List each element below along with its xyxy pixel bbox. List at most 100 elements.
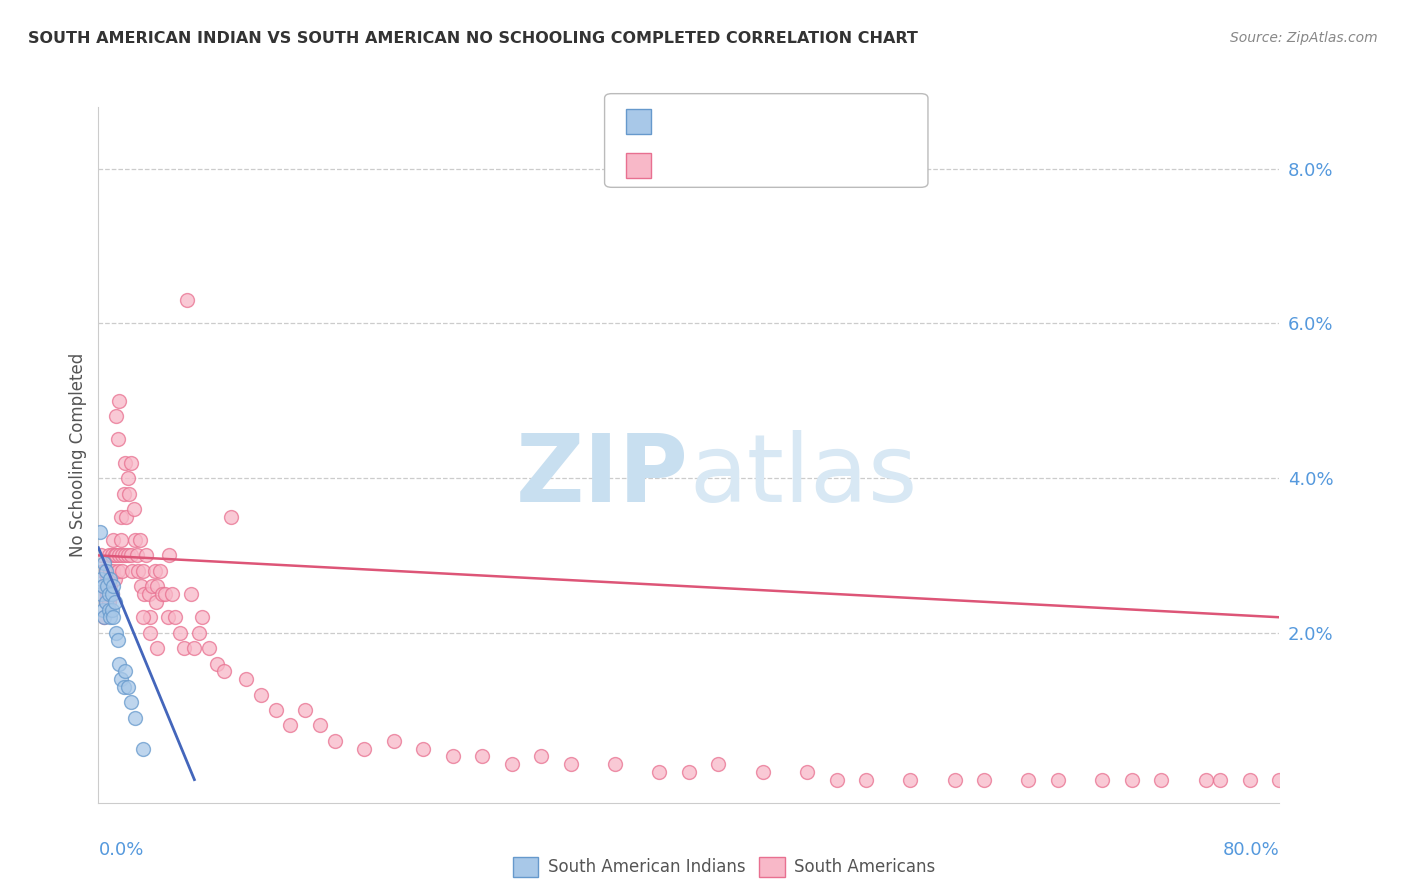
Point bbox=[212, 665, 235, 679]
Point bbox=[796, 764, 818, 779]
Point bbox=[108, 549, 131, 563]
Point bbox=[146, 641, 169, 656]
Point bbox=[1150, 772, 1173, 787]
Point bbox=[108, 393, 131, 408]
Point bbox=[100, 587, 122, 601]
Point bbox=[121, 564, 143, 578]
Point bbox=[107, 564, 129, 578]
Point bbox=[104, 572, 127, 586]
Point bbox=[138, 587, 160, 601]
Point bbox=[93, 556, 115, 570]
Point bbox=[107, 633, 129, 648]
Point bbox=[153, 587, 176, 601]
Point bbox=[146, 579, 169, 593]
Point bbox=[648, 764, 671, 779]
Point bbox=[855, 772, 877, 787]
Text: South Americans: South Americans bbox=[794, 858, 935, 876]
Point bbox=[94, 595, 117, 609]
Point bbox=[169, 625, 191, 640]
Point bbox=[105, 409, 128, 424]
Point bbox=[129, 579, 152, 593]
Point bbox=[91, 602, 114, 616]
Text: ZIP: ZIP bbox=[516, 430, 689, 522]
Point bbox=[91, 564, 114, 578]
Point bbox=[93, 579, 115, 593]
Point bbox=[353, 741, 375, 756]
Point bbox=[117, 549, 139, 563]
Point bbox=[98, 572, 121, 586]
Point bbox=[110, 672, 132, 686]
Point bbox=[97, 595, 120, 609]
Point bbox=[1195, 772, 1218, 787]
Point bbox=[471, 749, 494, 764]
Point bbox=[120, 456, 142, 470]
Point bbox=[104, 549, 127, 563]
Point bbox=[111, 549, 134, 563]
Point bbox=[1209, 772, 1232, 787]
Point bbox=[198, 641, 221, 656]
Point bbox=[973, 772, 995, 787]
Point bbox=[157, 549, 180, 563]
Point bbox=[103, 579, 125, 593]
Point bbox=[132, 741, 155, 756]
Point bbox=[107, 433, 129, 447]
Point bbox=[150, 587, 173, 601]
Point bbox=[149, 564, 172, 578]
Point bbox=[141, 579, 163, 593]
Point bbox=[678, 764, 700, 779]
Point bbox=[93, 610, 115, 624]
Point bbox=[134, 587, 156, 601]
Point bbox=[205, 657, 228, 671]
Point bbox=[280, 718, 302, 732]
Point bbox=[382, 734, 405, 748]
Point bbox=[90, 572, 112, 586]
Point bbox=[323, 734, 346, 748]
Point bbox=[103, 610, 125, 624]
Point bbox=[825, 772, 848, 787]
Point bbox=[120, 695, 142, 709]
Point bbox=[173, 641, 195, 656]
Point bbox=[114, 665, 136, 679]
Point bbox=[294, 703, 316, 717]
Point bbox=[412, 741, 434, 756]
Point bbox=[176, 293, 198, 308]
Point bbox=[264, 703, 287, 717]
Text: SOUTH AMERICAN INDIAN VS SOUTH AMERICAN NO SCHOOLING COMPLETED CORRELATION CHART: SOUTH AMERICAN INDIAN VS SOUTH AMERICAN … bbox=[28, 31, 918, 46]
Point bbox=[530, 749, 553, 764]
Point bbox=[97, 587, 120, 601]
Point bbox=[110, 533, 132, 547]
Point bbox=[145, 595, 167, 609]
Text: Source: ZipAtlas.com: Source: ZipAtlas.com bbox=[1230, 31, 1378, 45]
Point bbox=[94, 564, 117, 578]
Point bbox=[105, 549, 128, 563]
Point bbox=[118, 486, 141, 500]
Point bbox=[752, 764, 775, 779]
Point bbox=[139, 625, 162, 640]
Point bbox=[117, 680, 139, 694]
Point bbox=[139, 610, 162, 624]
Point bbox=[112, 486, 135, 500]
Text: R = -0.419   N = 29: R = -0.419 N = 29 bbox=[661, 112, 824, 130]
Point bbox=[94, 595, 117, 609]
Point bbox=[111, 564, 134, 578]
Point bbox=[96, 572, 118, 586]
Point bbox=[132, 564, 155, 578]
Point bbox=[1121, 772, 1143, 787]
Text: R = -0.067   N = 111: R = -0.067 N = 111 bbox=[661, 157, 834, 175]
Point bbox=[98, 610, 121, 624]
Point bbox=[124, 711, 146, 725]
Point bbox=[98, 579, 121, 593]
Point bbox=[103, 564, 125, 578]
Point bbox=[89, 525, 111, 540]
Y-axis label: No Schooling Completed: No Schooling Completed bbox=[69, 353, 87, 557]
Point bbox=[235, 672, 257, 686]
Text: 80.0%: 80.0% bbox=[1223, 841, 1279, 859]
Point bbox=[108, 657, 131, 671]
Point bbox=[91, 587, 114, 601]
Point bbox=[180, 587, 202, 601]
Point bbox=[100, 587, 122, 601]
Point bbox=[501, 757, 523, 772]
Point bbox=[250, 688, 273, 702]
Point bbox=[100, 602, 122, 616]
Point bbox=[441, 749, 464, 764]
